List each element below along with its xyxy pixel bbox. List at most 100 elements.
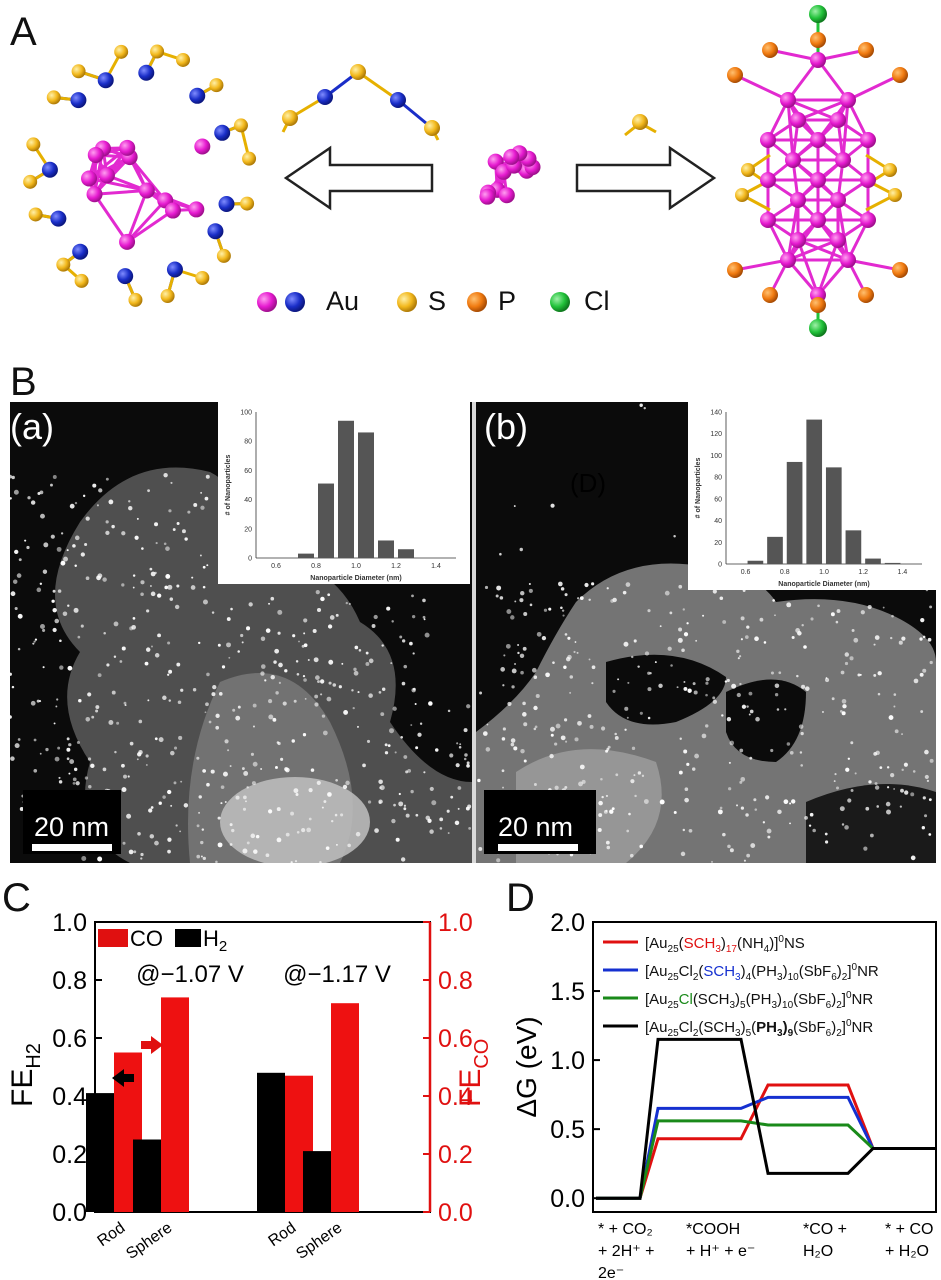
legend-co-label: CO bbox=[130, 926, 163, 951]
hist-right-bar bbox=[845, 530, 862, 564]
hist-left-ytick: 40 bbox=[244, 497, 252, 504]
hist-right-ytick: 100 bbox=[710, 453, 722, 460]
x-state-label: *CO + bbox=[803, 1221, 847, 1238]
panel-d-letter: D bbox=[506, 876, 535, 920]
hist-left-xtick: 1.4 bbox=[431, 563, 441, 570]
tem-image-left: (a) 20 nm 0 20 40 60 80 100 0.6 0.8 1.0 1.2 1.4 Nan… bbox=[10, 402, 472, 863]
legend-entry: [Au25Cl2(SCH3)5(PH3)9(SbF6)2]0NR bbox=[645, 1018, 873, 1039]
hist-left-ytick: 20 bbox=[244, 526, 252, 533]
hist-left-bar bbox=[338, 420, 354, 558]
ytick: 1.0 bbox=[550, 1047, 585, 1075]
x-state-label: + 2H⁺ + bbox=[598, 1243, 654, 1260]
energy-path bbox=[596, 1119, 936, 1200]
hist-left-ytick: 60 bbox=[244, 468, 252, 475]
hist-left-xtick: 0.6 bbox=[271, 563, 281, 570]
legend-entry: [Au25Cl2(SCH3)4(PH3)10(SbF6)2]0NR bbox=[645, 962, 879, 983]
histogram-inset-right: 0 20 40 60 80 100 120 140 0.6 0.8 1.0 1.2 1.4 Nanopar… bbox=[688, 402, 936, 590]
hist-left-xtick: 1.2 bbox=[391, 563, 401, 570]
ytick: 0.0 bbox=[550, 1185, 585, 1213]
au25-rod-cluster bbox=[727, 5, 908, 337]
hist-left-ylabel: # of Nanoparticles bbox=[225, 455, 232, 516]
ylabel: ΔG (eV) bbox=[511, 1016, 542, 1117]
bar-h2 bbox=[133, 1139, 161, 1212]
legend-entry: [Au25Cl(SCH3)5(PH3)10(SbF6)2]0NR bbox=[645, 990, 873, 1011]
hist-left-xtick: 1.0 bbox=[351, 563, 361, 570]
thiolate-ligand bbox=[624, 114, 657, 137]
category-label: Rod bbox=[265, 1219, 299, 1250]
hist-left-xtick: 0.8 bbox=[311, 563, 321, 570]
hist-right-ytick: 140 bbox=[710, 410, 722, 417]
hist-left-ytick: 80 bbox=[244, 439, 252, 446]
panel-a-figure bbox=[23, 5, 908, 337]
hist-right-bar bbox=[884, 562, 901, 564]
fe-bar-chart: 0.0 0.00.2 0.20.4 0.40.6 0.60.8 0.81.0 1.0RodS… bbox=[6, 909, 490, 1263]
bar-co bbox=[161, 997, 189, 1212]
x-state-label: + H⁺ + e⁻ bbox=[686, 1243, 755, 1260]
panel-a-legend: Au S P Cl bbox=[250, 282, 650, 322]
hist-right-xtick: 1.2 bbox=[858, 569, 868, 576]
ytick-left: 0.2 bbox=[52, 1141, 87, 1169]
hist-right-ytick: 120 bbox=[710, 431, 722, 438]
scale-label-left: 20 nm bbox=[34, 812, 110, 842]
tem-right-overlay-text: (D) bbox=[570, 468, 607, 498]
category-label: Sphere bbox=[293, 1219, 345, 1263]
ytick-right: 0.4 bbox=[438, 1083, 473, 1111]
tem-right-label: (b) bbox=[484, 406, 528, 447]
x-state-label: * + CO bbox=[885, 1221, 933, 1238]
arrow-left-icon bbox=[112, 1069, 134, 1087]
p-sphere-icon bbox=[467, 292, 487, 312]
group-label: @−1.17 V bbox=[283, 961, 391, 988]
hist-right-bar bbox=[825, 467, 842, 564]
panel-c-letter: C bbox=[2, 876, 31, 920]
tem-image-right: (b) (D) 20 nm 0 20 40 60 80 100 120 140 0.6 0.8 1.… bbox=[476, 402, 936, 863]
ylabel-right: FECO bbox=[454, 1039, 490, 1107]
legend-h2-swatch bbox=[175, 929, 201, 947]
ytick: 2.0 bbox=[550, 909, 585, 937]
hist-right-bar bbox=[767, 536, 783, 564]
hist-left-bar bbox=[358, 432, 374, 558]
hist-left-bar bbox=[298, 553, 314, 558]
ytick: 0.5 bbox=[550, 1116, 585, 1144]
hist-right-xtick: 1.0 bbox=[819, 569, 829, 576]
ytick-right: 0.6 bbox=[438, 1025, 473, 1053]
bar-h2 bbox=[86, 1093, 114, 1212]
scale-bar-left bbox=[32, 844, 112, 851]
au-blue-sphere-icon bbox=[285, 292, 305, 312]
hist-right-xtick: 0.8 bbox=[780, 569, 790, 576]
scalebar-box-right bbox=[484, 790, 596, 854]
au-pink-sphere-icon bbox=[257, 292, 277, 312]
legend-s-label: S bbox=[428, 286, 447, 316]
x-state-label: *COOH bbox=[686, 1221, 740, 1238]
hist-right-ytick: 40 bbox=[714, 518, 722, 525]
tem-divider bbox=[472, 402, 476, 863]
bar-h2 bbox=[303, 1151, 331, 1212]
panel-b-letter: B bbox=[10, 360, 37, 404]
x-state-label: 2e⁻ bbox=[598, 1265, 624, 1280]
chart-d-frame bbox=[592, 921, 937, 1213]
category-label: Rod bbox=[94, 1219, 128, 1250]
hist-right-xtick: 0.6 bbox=[741, 569, 751, 576]
ytick-left: 1.0 bbox=[52, 909, 87, 937]
free-energy-diagram: 0.0 0.5 1.0 1.5 2.0 [Au25(SCH3)17(NH4)]0NS [Au… bbox=[511, 909, 937, 1280]
au13-icosahedron-core bbox=[479, 145, 541, 205]
histogram-inset-left: 0 20 40 60 80 100 0.6 0.8 1.0 1.2 1.4 Nanoparticle … bbox=[218, 402, 470, 584]
tem-left-label: (a) bbox=[10, 406, 54, 447]
scale-bar-right bbox=[498, 844, 578, 851]
ytick-right: 0.0 bbox=[438, 1199, 473, 1227]
legend-co-swatch bbox=[98, 929, 128, 947]
x-state-label: * + CO₂ bbox=[598, 1221, 653, 1238]
hist-left-bar bbox=[378, 540, 394, 558]
legend-cl-label: Cl bbox=[584, 286, 610, 316]
hist-left-bar bbox=[318, 483, 334, 558]
legend-h2-label: H2 bbox=[203, 926, 227, 955]
thiolate-staple-ligand bbox=[281, 64, 440, 141]
hist-right-bar bbox=[865, 558, 881, 564]
arrow-right bbox=[575, 145, 717, 211]
bar-co bbox=[331, 1003, 359, 1212]
hist-right-xlabel: Nanoparticle Diameter (nm) bbox=[778, 581, 869, 588]
group-label: @−1.07 V bbox=[136, 961, 244, 988]
scalebar-box-left bbox=[23, 790, 121, 854]
ytick-left: 0.6 bbox=[52, 1025, 87, 1053]
arrow-right-icon bbox=[141, 1036, 163, 1054]
hist-right-xtick: 1.4 bbox=[898, 569, 908, 576]
